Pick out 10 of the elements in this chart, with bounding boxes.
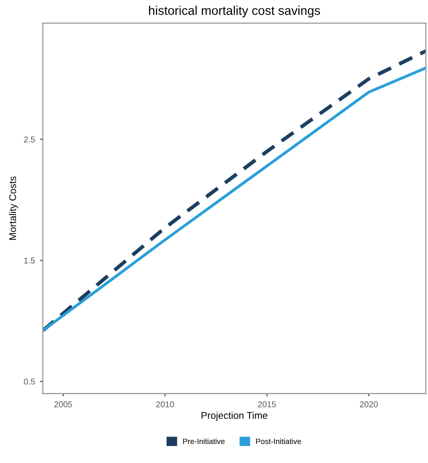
x-tick-label: 2020 bbox=[360, 401, 378, 408]
y-tick-label: 1.5 bbox=[24, 258, 35, 264]
y-axis-title: Mortality Costs bbox=[8, 176, 18, 240]
y-tick-label: 2.5 bbox=[24, 136, 35, 142]
x-tick-label: 2015 bbox=[258, 401, 276, 408]
y-tick-label: 0.5 bbox=[24, 378, 35, 385]
chart-title: historical mortality cost savings bbox=[149, 6, 320, 18]
x-tick-label: 2010 bbox=[156, 401, 174, 408]
x-axis-title: Projection Time bbox=[202, 412, 268, 421]
x-tick-label: 2005 bbox=[54, 401, 72, 408]
